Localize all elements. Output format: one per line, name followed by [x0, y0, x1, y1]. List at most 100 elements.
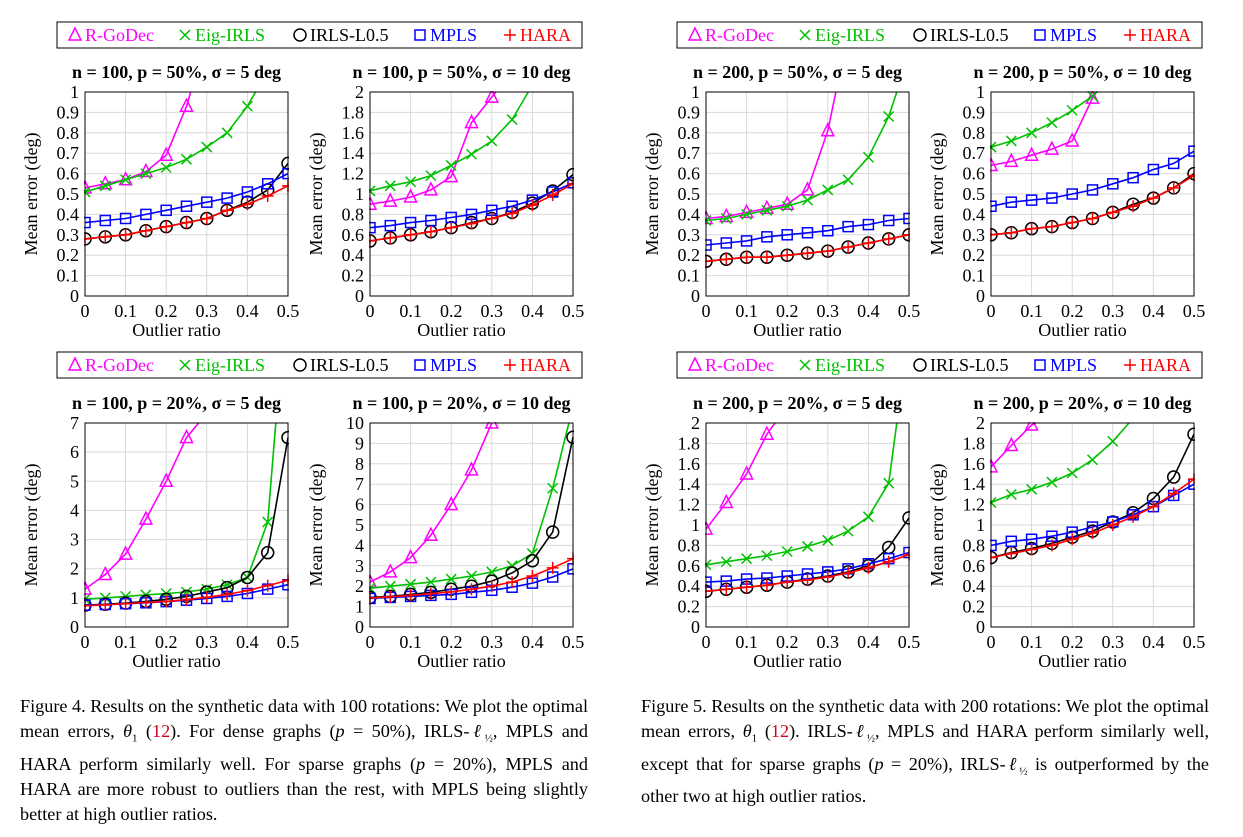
y-tick-label: 5: [70, 471, 79, 491]
square-marker: [221, 192, 233, 204]
x-tick-label: 0.4: [521, 632, 544, 652]
caption-text: ), IRLS-: [404, 721, 470, 741]
x-marker: [1107, 435, 1119, 447]
legend-label: Eig-IRLS: [815, 25, 885, 45]
y-tick-label: 1: [70, 82, 79, 102]
square-marker: [425, 214, 437, 227]
x-marker: [384, 180, 396, 192]
x-marker: [761, 204, 773, 216]
x-tick-label: 0.3: [817, 301, 840, 321]
plus-marker: [1167, 181, 1180, 194]
x-tick-label: 0.1: [399, 632, 422, 652]
series-irls: [84, 430, 289, 612]
x-tick-label: 0.4: [236, 301, 259, 321]
series-line: [84, 91, 192, 189]
square-marker: [404, 216, 417, 229]
x-marker: [1086, 91, 1099, 102]
square-marker: [1147, 163, 1160, 176]
y-tick-label: 0.2: [342, 266, 365, 286]
x-marker: [425, 576, 437, 588]
series-line: [84, 91, 257, 193]
legend-item-rgodec: R-GoDec: [687, 355, 774, 375]
square-marker: [140, 208, 152, 221]
caption-symbol: ℓ: [852, 721, 867, 741]
legend: R-GoDec Eig-IRLS IRLS-L0.5 MPLS HARA: [56, 21, 583, 49]
x-marker: [506, 114, 518, 126]
x-marker: [883, 110, 895, 123]
square-marker: [99, 214, 112, 227]
axes-frame: [990, 91, 1195, 297]
series-mpls: [369, 177, 574, 234]
series-line: [990, 91, 1098, 167]
plus-marker: [1147, 192, 1160, 205]
y-tick-label: 0.4: [678, 576, 701, 596]
y-axis-label: Mean error (deg): [21, 464, 42, 587]
triangle-marker: [179, 97, 194, 113]
triangle-marker: [1064, 132, 1080, 147]
y-tick-label: 0: [691, 617, 700, 637]
equation-reference-link[interactable]: 12: [151, 721, 171, 741]
x-axis-label: Outlier ratio: [753, 651, 841, 671]
x-marker: [720, 556, 732, 568]
x-marker: [221, 127, 233, 139]
square-marker: [119, 212, 132, 225]
plus-marker: [526, 570, 539, 582]
y-tick-label: 1.6: [963, 454, 986, 474]
chart-title: n = 100, p = 50%, σ = 5 deg: [72, 62, 281, 82]
y-tick-label: 1.6: [678, 454, 701, 474]
plus-marker: [99, 230, 112, 243]
series-layer: [705, 422, 910, 599]
plus-marker: [200, 591, 213, 604]
x-tick-label: 0: [81, 301, 90, 321]
legend-label: MPLS: [430, 25, 477, 45]
triangle-marker: [158, 146, 174, 161]
series-rgodec: [84, 91, 194, 194]
series-hara: [705, 228, 910, 268]
y-tick-label: 0.2: [963, 597, 986, 617]
y-tick-label: 5: [355, 515, 364, 535]
chart-title: n = 100, p = 50%, σ = 10 deg: [352, 62, 570, 82]
x-tick-label: 0: [702, 632, 711, 652]
triangle-marker: [800, 181, 815, 196]
x-axis-label: Outlier ratio: [132, 651, 220, 671]
legend-label: MPLS: [1050, 25, 1097, 45]
caption-symbol: p: [416, 753, 426, 774]
square-marker: [1034, 359, 1046, 371]
equation-reference-link[interactable]: 12: [770, 721, 790, 741]
x-marker: [425, 170, 437, 182]
x-tick-label: 0.5: [277, 632, 300, 652]
square-marker: [1127, 171, 1139, 184]
plus-marker: [720, 583, 733, 596]
x-marker: [822, 184, 834, 196]
triangle-marker: [687, 26, 703, 41]
x-tick-label: 0.3: [1102, 632, 1125, 652]
figure-canvas: R-GoDec Eig-IRLS IRLS-L0.5 MPLS HARA R-GoDec E…: [21, 21, 1205, 671]
caption-text: (: [757, 721, 771, 741]
plus-marker: [821, 571, 834, 584]
x-marker: [179, 29, 191, 41]
plus-marker: [119, 228, 132, 241]
caption-subscript: ½: [1019, 765, 1028, 778]
y-tick-label: 0: [355, 286, 364, 306]
plus-marker: [160, 220, 173, 233]
plus-marker: [720, 253, 733, 266]
legend-label: Eig-IRLS: [815, 355, 885, 375]
series-rgodec: [990, 91, 1100, 172]
series-line: [369, 182, 574, 229]
y-tick-label: 7: [355, 474, 364, 494]
x-tick-label: 0.3: [481, 301, 504, 321]
x-marker: [761, 550, 773, 562]
x-marker: [262, 516, 274, 528]
series-rgodec: [705, 422, 776, 535]
legend-item-irls: IRLS-L0.5: [913, 25, 1009, 45]
caption-symbol: p: [874, 753, 884, 774]
legend-item-rgodec: R-GoDec: [67, 355, 154, 375]
y-tick-label: 1: [691, 515, 700, 535]
plus-marker: [200, 212, 213, 225]
legend-item-hara: HARA: [504, 355, 571, 375]
y-tick-label: 0.8: [963, 123, 986, 143]
triangle-marker: [383, 563, 398, 578]
caption-text: ). IRLS-: [789, 721, 853, 741]
caption-text: is outperformed by the other two at high…: [641, 753, 1209, 807]
square-marker: [414, 359, 426, 371]
